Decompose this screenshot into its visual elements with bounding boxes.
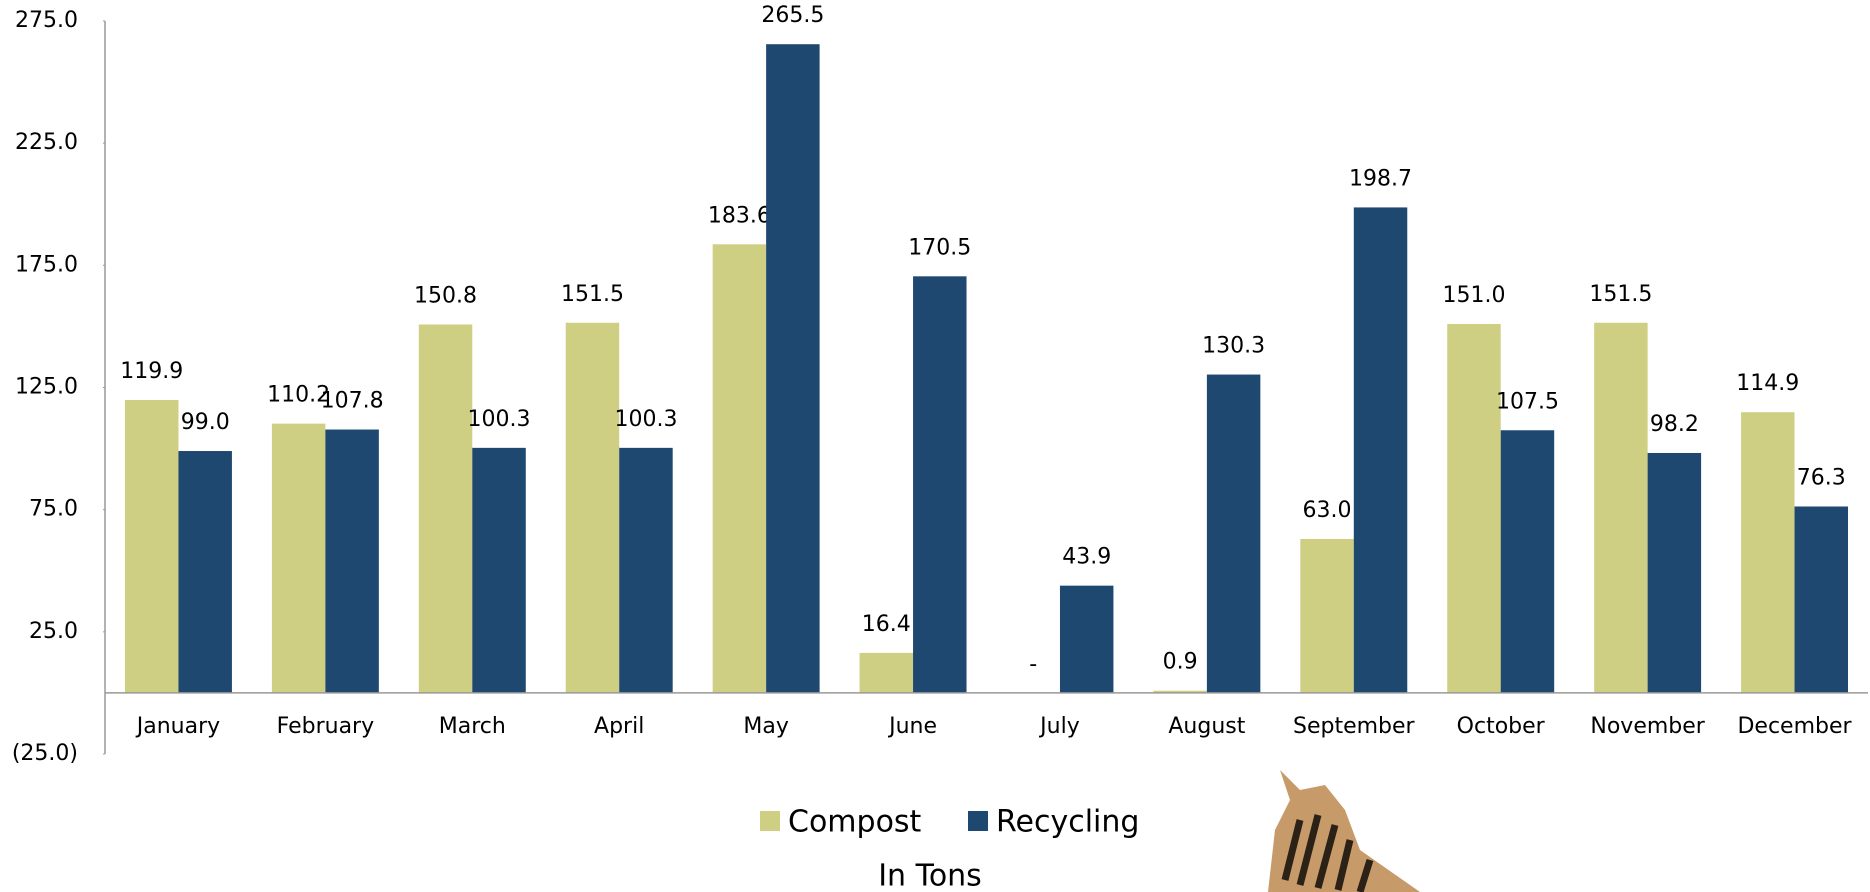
x-tick-label: April: [594, 714, 644, 739]
data-label: 63.0: [1303, 498, 1352, 523]
legend-swatch: [760, 811, 780, 831]
bar: [472, 447, 526, 693]
data-label: -: [1029, 652, 1037, 677]
bar: [1447, 323, 1501, 693]
y-tick-label: 275.0: [15, 8, 78, 33]
data-label: 99.0: [181, 410, 230, 435]
bar: [859, 652, 914, 693]
bar: [766, 44, 820, 693]
bar: [124, 399, 179, 693]
y-tick-label: 75.0: [29, 497, 78, 522]
y-tick-label: 125.0: [15, 375, 78, 400]
x-tick-label: June: [887, 714, 937, 739]
bar: [1647, 452, 1702, 693]
data-label: 43.9: [1062, 545, 1111, 570]
legend-swatch: [968, 811, 988, 831]
bar: [271, 423, 326, 693]
x-tick-label: October: [1457, 714, 1546, 739]
bar: [418, 324, 473, 693]
data-label: 76.3: [1797, 465, 1846, 490]
data-label: 130.3: [1202, 334, 1265, 359]
data-label: 150.8: [414, 283, 477, 308]
y-tick-label: 25.0: [29, 619, 78, 644]
legend-label: Recycling: [996, 805, 1139, 840]
data-label: 114.9: [1736, 371, 1799, 396]
bar: [712, 244, 767, 693]
bar: [1594, 322, 1648, 693]
bar: [619, 447, 673, 693]
data-label: 119.9: [120, 359, 183, 384]
data-label: 16.4: [862, 612, 911, 637]
bar: [913, 276, 967, 693]
data-label: 151.0: [1442, 283, 1505, 308]
x-tick-label: January: [135, 714, 220, 739]
bar: [1741, 412, 1795, 693]
data-label: 151.5: [1589, 282, 1652, 307]
bar: [1500, 430, 1555, 693]
data-label: 170.5: [908, 235, 971, 260]
x-tick-label: August: [1168, 714, 1245, 739]
data-label: 107.5: [1496, 389, 1559, 414]
x-tick-label: December: [1737, 714, 1852, 739]
data-label: 100.3: [614, 407, 677, 432]
data-label: 183.6: [708, 203, 771, 228]
x-tick-label: May: [743, 714, 788, 739]
zebra-decoration: [1268, 770, 1420, 892]
y-tick-label: 225.0: [15, 130, 78, 155]
data-label: 198.7: [1349, 166, 1412, 191]
bar: [1153, 690, 1207, 693]
x-tick-label: November: [1590, 714, 1705, 739]
bar: [1206, 374, 1261, 693]
bar: [1300, 538, 1354, 693]
x-tick-label: September: [1293, 714, 1416, 739]
data-label: 98.2: [1650, 412, 1699, 437]
data-label: 265.5: [761, 3, 824, 28]
bar: [1059, 585, 1114, 693]
data-label: 151.5: [561, 282, 624, 307]
y-tick-label: (25.0): [12, 741, 78, 766]
data-label: 110.2: [267, 383, 330, 408]
bar: [178, 451, 232, 693]
bar: [1794, 506, 1849, 693]
data-label: 0.9: [1163, 650, 1198, 675]
y-tick-label: 175.0: [15, 252, 78, 277]
data-label: 107.8: [321, 389, 384, 414]
bar: [565, 322, 620, 693]
x-tick-label: February: [277, 714, 375, 739]
legend-label: Compost: [788, 805, 922, 840]
bar: [325, 429, 379, 693]
x-tick-label: March: [439, 714, 506, 739]
bar: [1353, 207, 1408, 693]
x-tick-label: July: [1038, 714, 1080, 739]
x-axis-title: In Tons: [878, 859, 982, 892]
data-label: 100.3: [468, 407, 531, 432]
